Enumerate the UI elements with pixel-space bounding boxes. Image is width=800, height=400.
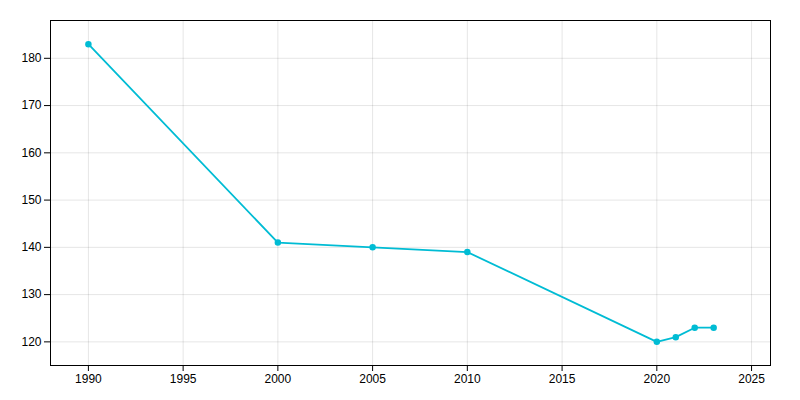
svg-text:2020: 2020 <box>643 372 670 386</box>
svg-text:170: 170 <box>21 98 41 112</box>
svg-text:2005: 2005 <box>359 372 386 386</box>
svg-text:180: 180 <box>21 51 41 65</box>
svg-text:130: 130 <box>21 287 41 301</box>
svg-text:120: 120 <box>21 335 41 349</box>
svg-text:2010: 2010 <box>454 372 481 386</box>
svg-text:140: 140 <box>21 240 41 254</box>
svg-text:160: 160 <box>21 146 41 160</box>
svg-text:2025: 2025 <box>738 372 765 386</box>
svg-text:2015: 2015 <box>549 372 576 386</box>
svg-text:150: 150 <box>21 193 41 207</box>
svg-text:2000: 2000 <box>265 372 292 386</box>
svg-text:1990: 1990 <box>75 372 102 386</box>
svg-text:1995: 1995 <box>170 372 197 386</box>
